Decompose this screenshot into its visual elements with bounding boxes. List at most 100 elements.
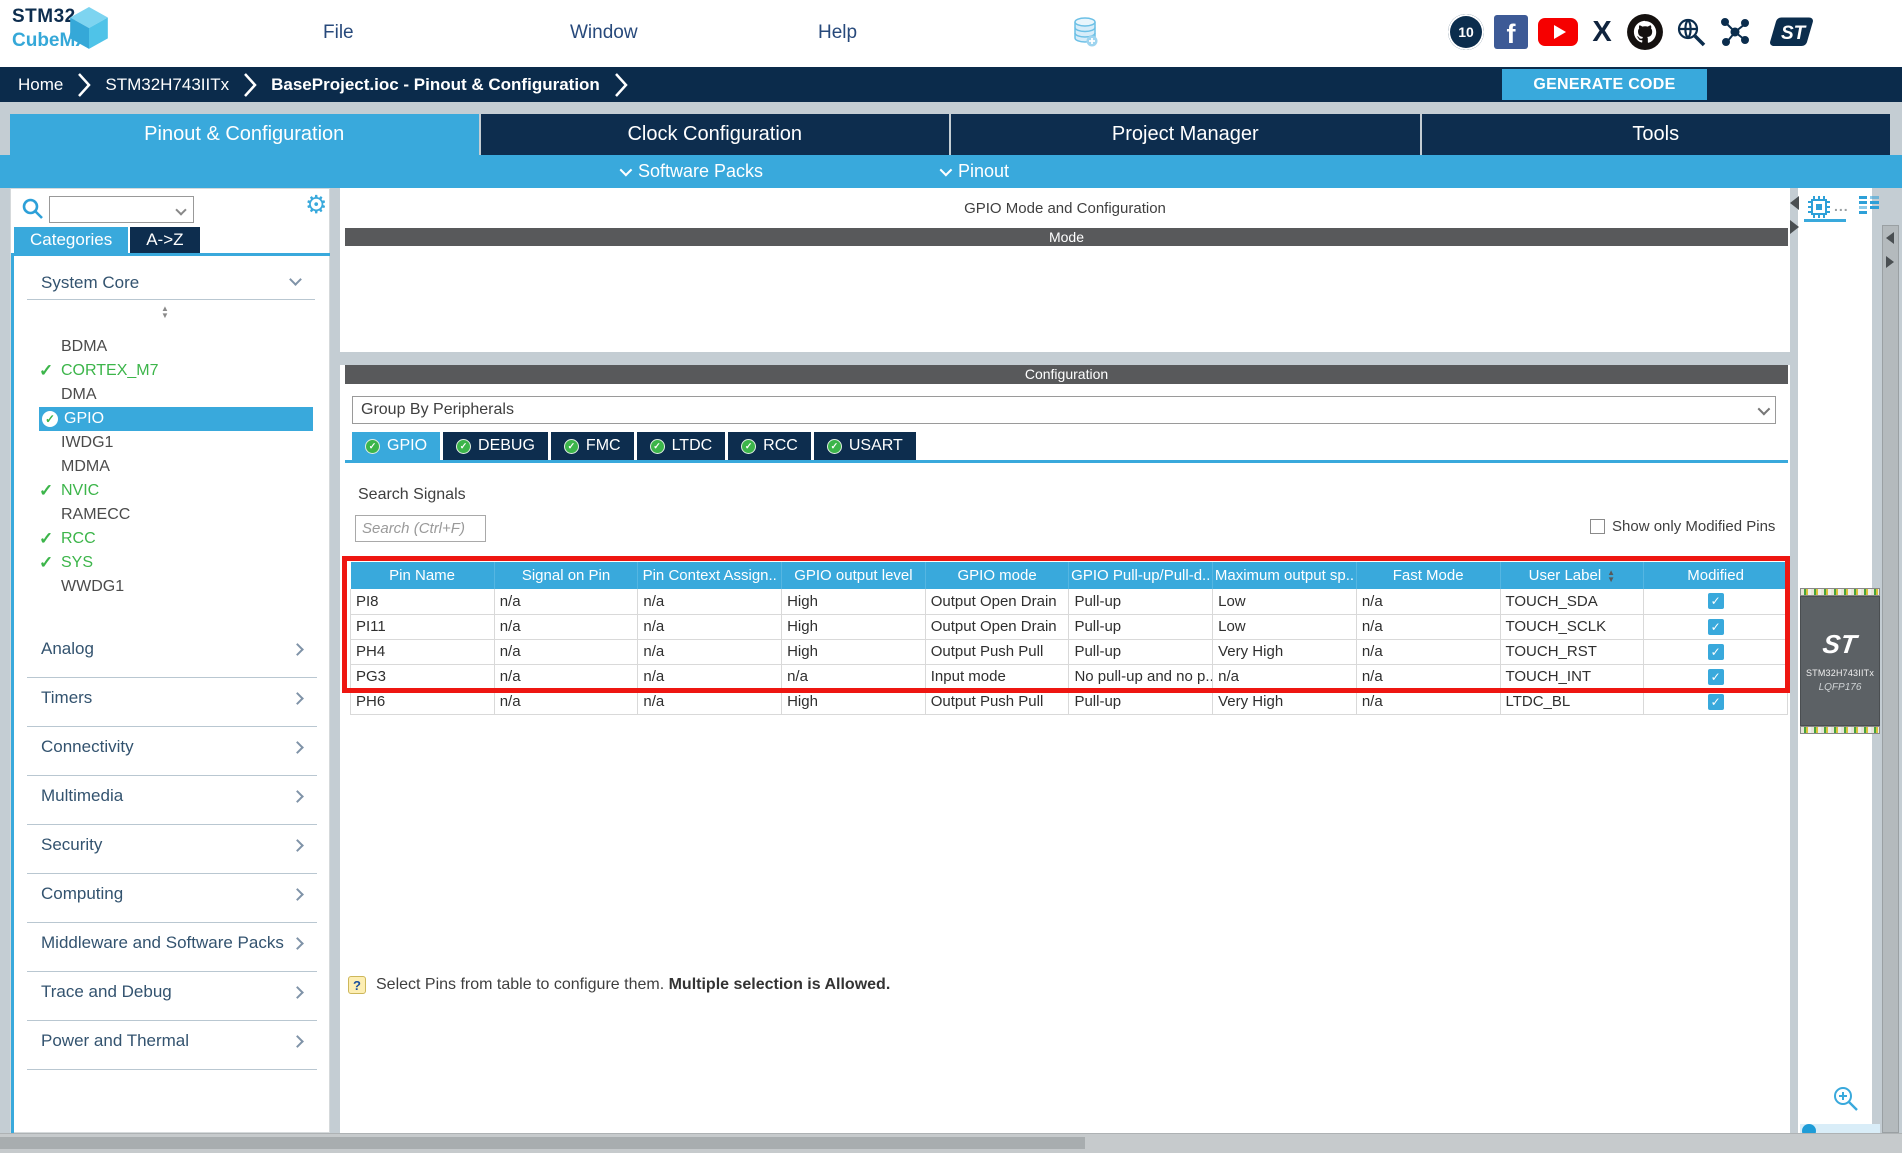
modified-checkbox[interactable]: ✓ bbox=[1707, 643, 1724, 660]
menu-window[interactable]: Window bbox=[570, 22, 638, 43]
pinout-dropdown[interactable]: Pinout bbox=[939, 155, 1009, 188]
sidebar-item-nvic[interactable]: ✓ NVIC bbox=[39, 479, 313, 503]
peripheral-tab-ltdc[interactable]: ✓ LTDC bbox=[636, 432, 726, 460]
software-packs-dropdown[interactable]: Software Packs bbox=[619, 155, 763, 188]
tab-project-manager[interactable]: Project Manager bbox=[951, 114, 1420, 155]
top-menu-bar: STM32 CubeMX File Window Help 10 f X bbox=[0, 0, 1902, 67]
column-header-user-label[interactable]: User Label ▲ ▼ bbox=[1500, 562, 1645, 589]
sidebar-item-sys[interactable]: ✓ SYS bbox=[39, 551, 313, 575]
column-header-gpio-output-level[interactable]: GPIO output level bbox=[781, 562, 926, 589]
column-header-signal-on-pin[interactable]: Signal on Pin bbox=[494, 562, 639, 589]
sidebar-item-rcc[interactable]: ✓ RCC bbox=[39, 527, 313, 551]
generate-code-button[interactable]: GENERATE CODE bbox=[1502, 69, 1707, 100]
scroll-arrow-left-icon[interactable] bbox=[1886, 232, 1894, 244]
category-trace-and-debug[interactable]: Trace and Debug bbox=[11, 972, 331, 1021]
chip-package-preview[interactable]: ST STM32H743IITx LQFP176 bbox=[1800, 588, 1880, 734]
category-timers[interactable]: Timers bbox=[11, 678, 331, 727]
modified-checkbox[interactable]: ✓ bbox=[1707, 593, 1724, 610]
sidebar-item-ramecc[interactable]: RAMECC bbox=[39, 503, 313, 527]
menu-help[interactable]: Help bbox=[818, 22, 858, 43]
gear-icon[interactable]: ⚙ bbox=[305, 191, 328, 219]
sidebar-item-wwdg1[interactable]: WWDG1 bbox=[39, 575, 313, 599]
sidebar-item-cortex_m7[interactable]: ✓ CORTEX_M7 bbox=[39, 359, 313, 383]
divider bbox=[27, 1069, 317, 1070]
category-power-and-thermal[interactable]: Power and Thermal bbox=[11, 1021, 331, 1070]
chip-view-icon[interactable] bbox=[1806, 194, 1832, 225]
show-only-modified-checkbox[interactable] bbox=[1590, 519, 1605, 534]
pinout-list-view-icon[interactable] bbox=[1858, 194, 1880, 221]
ten-years-badge-icon[interactable]: 10 bbox=[1448, 14, 1484, 50]
x-twitter-icon[interactable]: X bbox=[1592, 15, 1612, 48]
group-by-peripherals-select[interactable]: Group By Peripherals bbox=[352, 396, 1776, 424]
sidebar-tab-a-z[interactable]: A->Z bbox=[130, 227, 200, 253]
category-connectivity[interactable]: Connectivity bbox=[11, 727, 331, 776]
peripheral-tab-gpio[interactable]: ✓ GPIO bbox=[352, 432, 441, 460]
check-icon: ✓ bbox=[39, 553, 54, 572]
category-multimedia[interactable]: Multimedia bbox=[11, 776, 331, 825]
sidebar-tab-categories[interactable]: Categories bbox=[14, 227, 129, 253]
table-cell: Output Open Drain bbox=[925, 614, 1070, 640]
section-system-core[interactable]: System Core bbox=[41, 273, 140, 292]
modified-checkbox[interactable]: ✓ bbox=[1707, 693, 1724, 710]
chip-name: STM32H743IITx bbox=[1805, 668, 1875, 678]
database-icon[interactable] bbox=[1072, 16, 1098, 53]
category-computing[interactable]: Computing bbox=[11, 874, 331, 923]
tab-pinout-configuration[interactable]: Pinout & Configuration bbox=[10, 114, 479, 155]
community-network-icon[interactable] bbox=[1718, 13, 1752, 51]
sidebar-search-combobox[interactable] bbox=[49, 196, 194, 223]
more-options[interactable]: ... bbox=[1834, 198, 1849, 214]
collapse-right-icon[interactable] bbox=[1790, 220, 1799, 234]
category-middleware-and-software-packs[interactable]: Middleware and Software Packs bbox=[11, 923, 331, 972]
scroll-arrow-right-icon[interactable] bbox=[1886, 256, 1894, 268]
hint-text: Select Pins from table to configure them… bbox=[376, 976, 891, 993]
table-row[interactable]: PG3 n/a n/a n/a Input mode No pull-up and no … bbox=[350, 664, 1788, 690]
tab-clock-configuration[interactable]: Clock Configuration bbox=[480, 114, 949, 155]
peripheral-tab-usart[interactable]: ✓ USART bbox=[813, 432, 916, 460]
sidebar-item-gpio[interactable]: ✓ GPIO bbox=[39, 407, 313, 431]
column-header-gpio-pull-up-pull-d-[interactable]: GPIO Pull-up/Pull-d.. bbox=[1068, 562, 1214, 589]
column-header-gpio-mode[interactable]: GPIO mode bbox=[925, 562, 1070, 589]
category-analog[interactable]: Analog bbox=[11, 629, 331, 678]
table-row[interactable]: PI11 n/a n/a High Output Open Drain Pull-up Lo… bbox=[350, 614, 1788, 640]
zoom-in-icon[interactable] bbox=[1832, 1085, 1860, 1118]
modified-checkbox[interactable]: ✓ bbox=[1707, 618, 1724, 635]
vertical-scrollbar[interactable] bbox=[1882, 225, 1899, 1133]
divider bbox=[27, 1020, 317, 1021]
column-header-pin-name[interactable]: Pin Name bbox=[350, 562, 495, 589]
table-row[interactable]: PH6 n/a n/a High Output Push Pull Pull-up Very… bbox=[350, 689, 1788, 715]
sidebar-item-iwdg1[interactable]: IWDG1 bbox=[39, 431, 313, 455]
menu-file[interactable]: File bbox=[323, 22, 354, 43]
github-icon[interactable] bbox=[1626, 13, 1664, 51]
category-security[interactable]: Security bbox=[11, 825, 331, 874]
horizontal-scrollbar-thumb[interactable] bbox=[0, 1137, 1085, 1149]
sidebar-item-bdma[interactable]: BDMA bbox=[39, 335, 313, 359]
peripheral-tab-rcc[interactable]: ✓ RCC bbox=[728, 432, 811, 460]
column-header-maximum-output-sp-[interactable]: Maximum output sp.. bbox=[1212, 562, 1357, 589]
chevron-down-icon[interactable] bbox=[289, 273, 302, 286]
item-state-icon: ✓ bbox=[42, 411, 64, 427]
table-row[interactable]: PI8 n/a n/a High Output Open Drain Pull-up Low… bbox=[350, 589, 1788, 615]
peripheral-tab-fmc[interactable]: ✓ FMC bbox=[550, 432, 634, 460]
collapse-left-icon[interactable] bbox=[1790, 196, 1799, 210]
st-logo-icon[interactable]: ST bbox=[1762, 13, 1820, 51]
facebook-icon[interactable]: f bbox=[1494, 15, 1528, 49]
search-globe-icon[interactable] bbox=[1674, 13, 1708, 51]
column-header-fast-mode[interactable]: Fast Mode bbox=[1356, 562, 1501, 589]
modified-checkbox[interactable]: ✓ bbox=[1707, 668, 1724, 685]
table-row[interactable]: PH4 n/a n/a High Output Push Pull Pull-up Very… bbox=[350, 639, 1788, 665]
stm32cubemx-logo: STM32 CubeMX bbox=[12, 6, 122, 62]
sidebar-item-dma[interactable]: DMA bbox=[39, 383, 313, 407]
column-header-modified[interactable]: Modified bbox=[1643, 562, 1788, 589]
column-header-pin-context-assign-[interactable]: Pin Context Assign.. bbox=[637, 562, 783, 589]
sidebar-item-label: DMA bbox=[61, 386, 97, 403]
breadcrumb-home[interactable]: Home bbox=[18, 74, 64, 94]
breadcrumb-mcu[interactable]: STM32H743IITx bbox=[105, 74, 230, 94]
system-core-list: BDMA ✓ CORTEX_M7 DMA ✓ GPIO IWDG1 MDMA ✓ NVIC RAME… bbox=[11, 335, 331, 599]
peripheral-tab-debug[interactable]: ✓ DEBUG bbox=[443, 432, 548, 460]
table-cell: Pull-up bbox=[1068, 639, 1214, 665]
search-signals-input[interactable] bbox=[355, 515, 486, 542]
tab-tools[interactable]: Tools bbox=[1421, 114, 1890, 155]
sidebar-item-mdma[interactable]: MDMA bbox=[39, 455, 313, 479]
youtube-icon[interactable] bbox=[1538, 18, 1578, 46]
sort-toggle-icon[interactable]: ▲ ▼ bbox=[161, 304, 169, 320]
